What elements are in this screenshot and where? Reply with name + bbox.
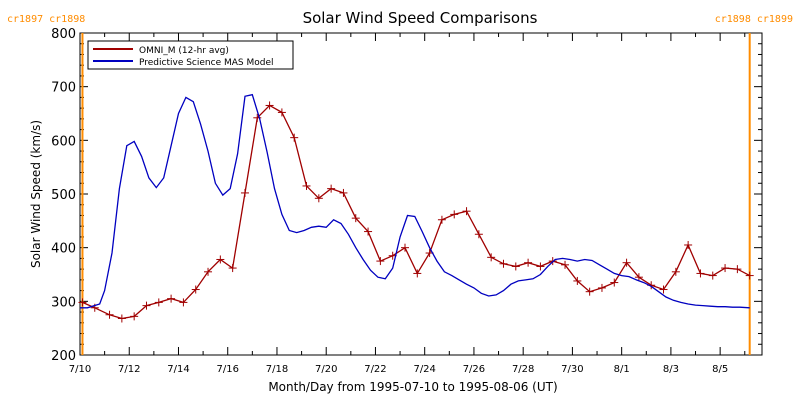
data-point	[622, 258, 631, 267]
data-point	[290, 133, 299, 142]
y-tick-label: 400	[51, 242, 76, 257]
data-point	[721, 264, 730, 273]
data-point	[573, 276, 582, 285]
legend-label: OMNI_M (12-hr avg)	[139, 46, 229, 56]
x-tick-label: 7/30	[561, 364, 583, 375]
x-tick-label: 7/18	[266, 364, 288, 375]
data-point	[277, 108, 286, 117]
carrington-marker-label: cr1898 cr1899	[715, 14, 793, 25]
data-point	[708, 271, 717, 280]
data-point	[216, 255, 225, 264]
data-point	[265, 101, 274, 110]
y-tick-label: 300	[51, 295, 76, 310]
x-tick-label: 7/24	[413, 364, 435, 375]
data-point	[117, 314, 126, 323]
x-tick-label: 7/12	[118, 364, 140, 375]
x-tick-label: 7/16	[216, 364, 238, 375]
data-point	[684, 240, 693, 249]
data-point	[105, 310, 114, 319]
data-point	[610, 278, 619, 287]
data-point	[179, 298, 188, 307]
data-point	[634, 273, 643, 282]
data-point	[204, 267, 213, 276]
x-tick-label: 7/22	[364, 364, 386, 375]
data-point	[228, 264, 237, 273]
data-point	[585, 287, 594, 296]
data-point	[302, 181, 311, 190]
x-tick-label: 8/1	[614, 364, 630, 375]
x-tick-label: 7/20	[315, 364, 337, 375]
data-point	[450, 210, 459, 219]
data-point	[499, 259, 508, 268]
series-line-2	[80, 93, 750, 309]
y-tick-label: 800	[51, 27, 76, 42]
data-point	[745, 271, 754, 280]
x-axis-label: Month/Day from 1995-07-10 to 1995-08-06 …	[268, 380, 557, 394]
data-point	[733, 265, 742, 274]
carrington-marker-label: cr1897 cr1898	[7, 14, 85, 25]
y-tick-label: 200	[51, 349, 76, 364]
series-line-1	[82, 104, 751, 320]
data-point	[154, 298, 163, 307]
data-point	[659, 285, 668, 294]
x-tick-label: 7/10	[69, 364, 91, 375]
legend-label: Predictive Science MAS Model	[139, 58, 274, 68]
data-point	[561, 260, 570, 269]
data-point	[191, 285, 200, 294]
data-point	[376, 257, 385, 266]
data-point	[339, 188, 348, 197]
data-point	[462, 207, 471, 216]
y-axis-label: Solar Wind Speed (km/s)	[29, 120, 43, 268]
data-point	[167, 294, 176, 303]
x-tick-label: 7/28	[512, 364, 534, 375]
data-point	[364, 227, 373, 236]
x-tick-label: 7/14	[167, 364, 189, 375]
y-tick-label: 600	[51, 134, 76, 149]
x-tick-label: 8/5	[712, 364, 728, 375]
chart-title: Solar Wind Speed Comparisons	[303, 9, 538, 27]
data-point	[671, 267, 680, 276]
legend-box	[87, 40, 294, 70]
data-point	[437, 215, 446, 224]
data-point	[142, 301, 151, 310]
data-point	[524, 258, 533, 267]
data-point	[597, 283, 606, 292]
carrington-markers	[81, 33, 751, 355]
y-tick-label: 500	[51, 188, 76, 203]
data-point	[413, 269, 422, 278]
data-point	[351, 214, 360, 223]
carrington-marker-labels: cr1897 cr1898 cr1898 cr1899	[7, 14, 793, 25]
data-point	[78, 298, 87, 307]
plot-frame	[79, 32, 763, 356]
data-point	[536, 262, 545, 271]
data-point	[130, 312, 139, 321]
series-group	[78, 93, 754, 323]
x-tick-label: 8/3	[663, 364, 679, 375]
data-point	[696, 269, 705, 278]
data-point	[487, 253, 496, 262]
data-point	[511, 262, 520, 271]
x-tick-label: 7/26	[463, 364, 485, 375]
legend: OMNI_M (12-hr avg) Predictive Science MAS…	[87, 40, 294, 70]
data-point	[474, 230, 483, 239]
data-point	[240, 188, 249, 197]
x-axis: 7/10 7/12 7/14 7/16 7/18 7/20 7/22 7/24 7/26 7/28…	[69, 33, 746, 375]
data-point	[314, 194, 323, 203]
y-axis: 200 300 400 500 600 700 800	[51, 27, 762, 364]
y-tick-label: 700	[51, 81, 76, 96]
data-point	[327, 184, 336, 193]
data-point	[400, 243, 409, 252]
